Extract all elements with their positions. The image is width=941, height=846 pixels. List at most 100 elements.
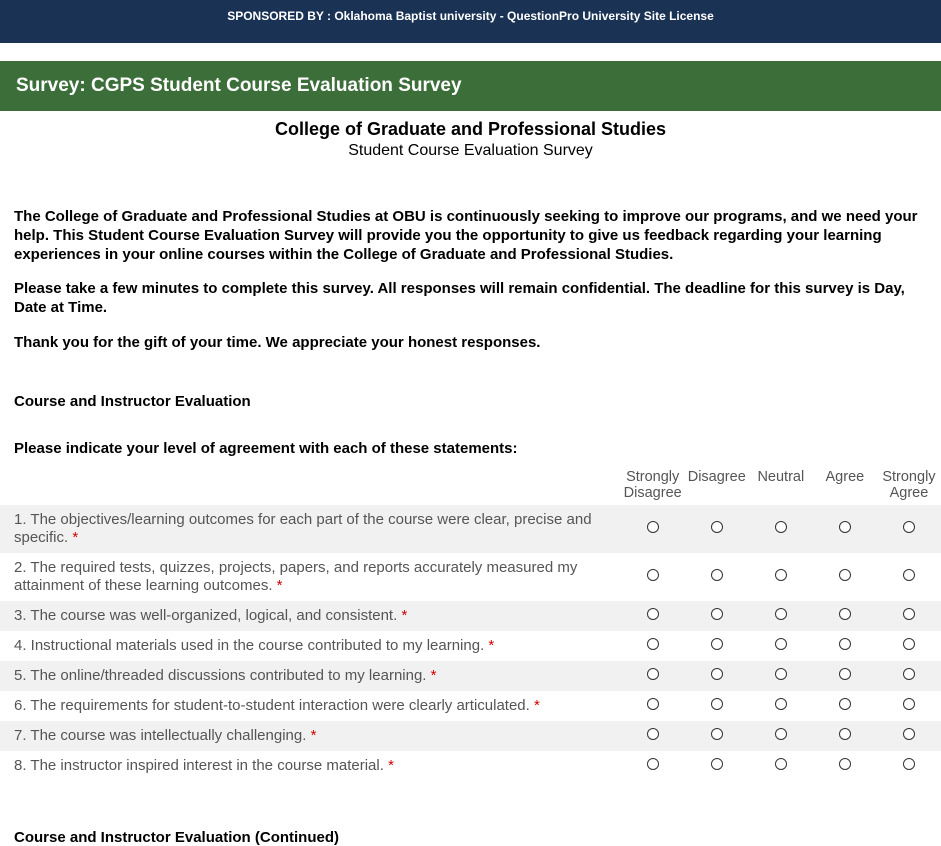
required-marker: * [388,757,394,774]
radio-option[interactable] [839,569,851,581]
radio-cell [813,553,877,601]
intro-paragraph-2: Please take a few minutes to complete th… [14,280,927,318]
radio-option[interactable] [775,638,787,650]
radio-option[interactable] [775,758,787,770]
radio-cell [685,691,749,721]
radio-option[interactable] [903,668,915,680]
radio-cell [749,553,813,601]
radio-option[interactable] [711,758,723,770]
radio-option[interactable] [711,668,723,680]
intro-paragraph-3: Thank you for the gift of your time. We … [14,334,927,353]
matrix-header-row: Strongly Disagree Disagree Neutral Agree… [0,465,941,505]
sponsor-bar: SPONSORED BY : Oklahoma Baptist universi… [0,0,941,43]
radio-option[interactable] [903,698,915,710]
radio-option[interactable] [647,758,659,770]
matrix-row: 5. The online/threaded discussions contr… [0,661,941,691]
radio-option[interactable] [839,608,851,620]
matrix-row: 1. The objectives/learning outcomes for … [0,505,941,553]
intro-paragraph-1: The College of Graduate and Professional… [14,208,927,264]
radio-option[interactable] [711,638,723,650]
likert-matrix: Strongly Disagree Disagree Neutral Agree… [0,465,941,781]
radio-option[interactable] [903,521,915,533]
scale-header-5: Strongly Agree [877,465,941,505]
radio-option[interactable] [839,728,851,740]
radio-cell [877,631,941,661]
radio-option[interactable] [839,668,851,680]
question-text: 3. The course was well-organized, logica… [0,601,621,631]
question-text: 6. The requirements for student-to-stude… [0,691,621,721]
radio-option[interactable] [839,698,851,710]
question-text: 8. The instructor inspired interest in t… [0,751,621,781]
radio-cell [621,721,685,751]
matrix-row: 2. The required tests, quizzes, projects… [0,553,941,601]
radio-option[interactable] [839,758,851,770]
radio-cell [877,661,941,691]
radio-option[interactable] [647,569,659,581]
question-text: 1. The objectives/learning outcomes for … [0,505,621,553]
radio-option[interactable] [903,758,915,770]
radio-option[interactable] [775,569,787,581]
radio-cell [749,601,813,631]
scale-header-3: Neutral [749,465,813,505]
radio-cell [621,631,685,661]
radio-option[interactable] [647,521,659,533]
required-marker: * [72,529,78,546]
radio-cell [685,751,749,781]
radio-cell [877,601,941,631]
radio-option[interactable] [647,638,659,650]
radio-cell [685,631,749,661]
radio-cell [877,505,941,553]
radio-option[interactable] [711,698,723,710]
radio-option[interactable] [775,668,787,680]
scale-header-1: Strongly Disagree [621,465,685,505]
radio-cell [813,721,877,751]
matrix-row: 7. The course was intellectually challen… [0,721,941,751]
question-text: 2. The required tests, quizzes, projects… [0,553,621,601]
radio-option[interactable] [839,638,851,650]
radio-option[interactable] [647,728,659,740]
required-marker: * [488,637,494,654]
radio-cell [685,505,749,553]
required-marker: * [277,577,283,594]
radio-option[interactable] [903,638,915,650]
radio-option[interactable] [647,668,659,680]
radio-cell [685,661,749,691]
header-subtitle: Student Course Evaluation Survey [0,142,941,160]
radio-option[interactable] [711,608,723,620]
matrix-row: 8. The instructor inspired interest in t… [0,751,941,781]
question-text: 7. The course was intellectually challen… [0,721,621,751]
scale-header-2: Disagree [685,465,749,505]
radio-cell [621,751,685,781]
matrix-row: 4. Instructional materials used in the c… [0,631,941,661]
radio-option[interactable] [647,698,659,710]
radio-option[interactable] [903,569,915,581]
survey-title-bar: Survey: CGPS Student Course Evaluation S… [0,61,941,111]
radio-cell [749,751,813,781]
radio-cell [621,505,685,553]
radio-option[interactable] [775,521,787,533]
radio-option[interactable] [775,698,787,710]
matrix-stub-header [0,465,621,505]
section-heading-1: Course and Instructor Evaluation [0,393,941,410]
radio-cell [685,553,749,601]
radio-cell [813,661,877,691]
radio-option[interactable] [775,608,787,620]
radio-cell [813,751,877,781]
radio-cell [621,661,685,691]
radio-option[interactable] [775,728,787,740]
radio-option[interactable] [711,569,723,581]
radio-cell [813,601,877,631]
radio-option[interactable] [839,521,851,533]
radio-option[interactable] [711,521,723,533]
radio-option[interactable] [647,608,659,620]
required-marker: * [431,667,437,684]
required-marker: * [401,607,407,624]
radio-option[interactable] [903,728,915,740]
radio-option[interactable] [903,608,915,620]
radio-option[interactable] [711,728,723,740]
question-text: 4. Instructional materials used in the c… [0,631,621,661]
matrix-row: 3. The course was well-organized, logica… [0,601,941,631]
radio-cell [813,631,877,661]
radio-cell [749,631,813,661]
sponsor-text: SPONSORED BY : Oklahoma Baptist universi… [227,9,714,23]
